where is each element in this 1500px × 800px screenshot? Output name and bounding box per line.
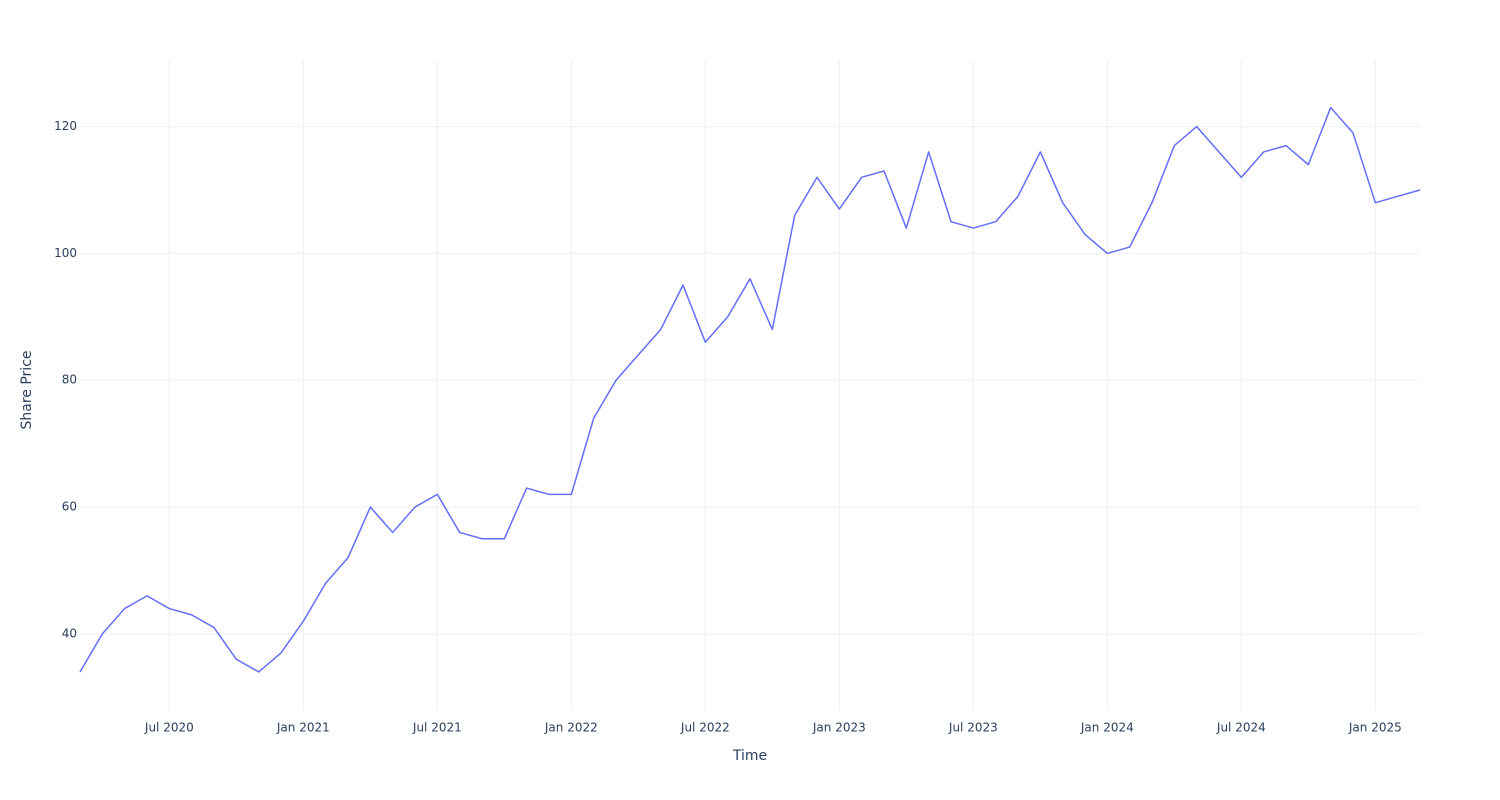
x-tick-label: Jan 2022 xyxy=(544,721,598,735)
x-tick-label: Jul 2020 xyxy=(144,721,194,735)
x-tick-label: Jan 2025 xyxy=(1348,721,1402,735)
x-tick-label: Jul 2023 xyxy=(948,721,998,735)
x-tick-label: Jul 2022 xyxy=(680,721,730,735)
x-axis-title: Time xyxy=(732,748,767,764)
y-tick-label: 100 xyxy=(54,246,77,260)
y-tick-label: 40 xyxy=(62,626,77,640)
x-tick-label: Jul 2024 xyxy=(1216,721,1266,735)
line xyxy=(79,106,1421,673)
y-tick-label: 80 xyxy=(62,373,77,387)
x-tick-label: Jan 2021 xyxy=(276,721,330,735)
y-axis-title: Share Price xyxy=(19,350,35,429)
x-tick-label: Jan 2024 xyxy=(1080,721,1134,735)
y-tick-label: 120 xyxy=(54,119,77,133)
x-tick-label: Jul 2021 xyxy=(412,721,462,735)
x-tick-label: Jan 2023 xyxy=(812,721,866,735)
y-tick-label: 60 xyxy=(62,500,77,514)
